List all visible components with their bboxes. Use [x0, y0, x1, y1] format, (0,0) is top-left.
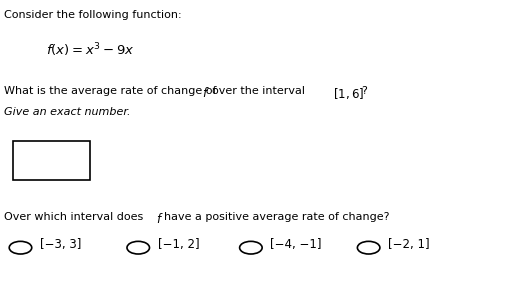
Text: [−4, −1]: [−4, −1] — [270, 238, 322, 251]
Text: $f$: $f$ — [156, 212, 164, 226]
Text: $f$: $f$ — [202, 86, 210, 101]
Text: ?: ? — [361, 86, 367, 96]
Text: Consider the following function:: Consider the following function: — [4, 10, 182, 20]
Text: Give an exact number.: Give an exact number. — [4, 107, 131, 117]
Text: What is the average rate of change of: What is the average rate of change of — [4, 86, 220, 96]
FancyBboxPatch shape — [13, 141, 90, 180]
Text: [−3, 3]: [−3, 3] — [40, 238, 81, 251]
Text: [−1, 2]: [−1, 2] — [158, 238, 199, 251]
Text: have a positive average rate of change?: have a positive average rate of change? — [164, 212, 389, 222]
Text: $f(x) = x^3 - 9x$: $f(x) = x^3 - 9x$ — [46, 42, 135, 59]
Text: Over which interval does: Over which interval does — [4, 212, 147, 222]
Text: $[1, 6]$: $[1, 6]$ — [333, 86, 364, 101]
Text: over the interval: over the interval — [212, 86, 309, 96]
Text: [−2, 1]: [−2, 1] — [388, 238, 430, 251]
